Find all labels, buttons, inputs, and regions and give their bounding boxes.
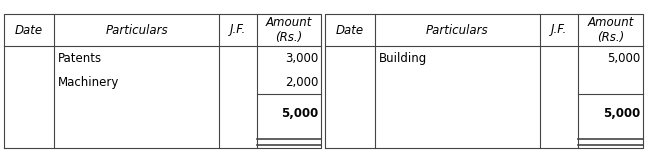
Text: 5,000: 5,000: [607, 52, 640, 65]
Text: Amount
(Rs.): Amount (Rs.): [266, 16, 313, 44]
Text: Cr.: Cr.: [624, 0, 641, 3]
Text: 5,000: 5,000: [603, 107, 640, 120]
Text: 5,000: 5,000: [281, 107, 318, 120]
Text: J.F.: J.F.: [551, 24, 567, 37]
Text: 3,000: 3,000: [285, 52, 318, 65]
Text: 2,000: 2,000: [285, 76, 318, 89]
Text: Date: Date: [336, 24, 364, 37]
Text: Date: Date: [15, 24, 43, 37]
Text: Dr.: Dr.: [6, 0, 24, 3]
Text: Patents: Patents: [58, 52, 102, 65]
Text: Particulars: Particulars: [426, 24, 489, 37]
Text: Particulars: Particulars: [105, 24, 168, 37]
Text: Building: Building: [379, 52, 427, 65]
Text: Amount
(Rs.): Amount (Rs.): [587, 16, 633, 44]
Text: J.F.: J.F.: [230, 24, 246, 37]
Text: Machinery: Machinery: [58, 76, 120, 89]
